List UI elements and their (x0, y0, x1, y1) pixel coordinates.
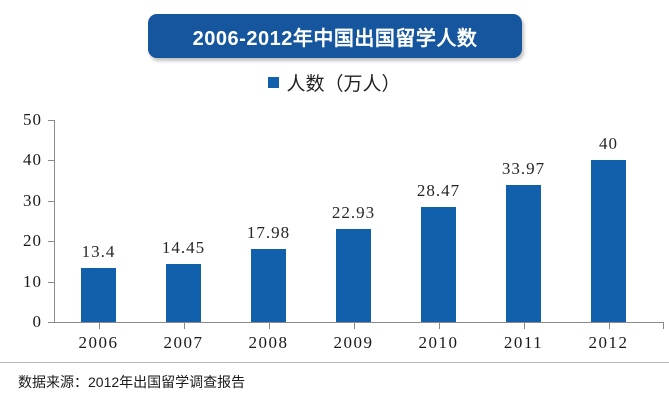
source-note: 数据来源：2012年出国留学调查报告 (18, 374, 246, 390)
chart-legend: 人数（万人） (0, 68, 669, 96)
x-axis-tick (663, 322, 664, 329)
x-axis-label-2008: 2008 (248, 333, 289, 352)
y-axis-tick-label: 40 (23, 150, 42, 170)
footer-divider (0, 362, 669, 363)
y-axis-tick (48, 160, 55, 162)
bar-2009 (336, 229, 371, 322)
x-axis-line (54, 322, 664, 323)
bar-2007 (166, 263, 201, 322)
legend-swatch-icon (268, 76, 280, 88)
bar-2008 (251, 249, 286, 322)
y-axis-tick (48, 241, 55, 243)
y-axis-tick-label: 20 (23, 231, 42, 251)
y-axis-tick (48, 120, 55, 121)
bar-value-label: 14.45 (161, 237, 206, 257)
bar-2012 (591, 160, 626, 322)
x-axis-tick (439, 322, 440, 329)
x-axis-tick (99, 322, 100, 329)
bar-2006 (81, 267, 116, 322)
y-axis-tick-label: 0 (32, 312, 42, 331)
x-axis-label-2009: 2009 (333, 333, 374, 352)
y-axis-tick-label: 10 (23, 271, 42, 291)
bar-value-label: 28.47 (416, 180, 461, 200)
bar-2011 (506, 184, 541, 322)
y-axis-tick (48, 200, 55, 202)
x-axis-label-2010: 2010 (418, 333, 459, 352)
x-axis-tick (269, 322, 270, 329)
x-axis-label-2007: 2007 (163, 333, 204, 352)
bar-value-label: 33.97 (501, 158, 546, 178)
bar-value-label: 13.4 (81, 241, 116, 261)
bar-value-label: 40 (599, 134, 618, 154)
bar-2010 (421, 206, 456, 322)
x-axis-tick (354, 322, 355, 329)
legend-label: 人数（万人） (286, 73, 401, 95)
y-axis-tick-label: 30 (23, 190, 42, 210)
y-axis-tick (48, 281, 55, 283)
page-title: 2006-2012年中国出国留学人数 (192, 27, 478, 50)
y-axis-line (54, 120, 55, 323)
x-axis-label-2012: 2012 (588, 333, 629, 352)
x-axis-tick (524, 322, 525, 329)
y-axis-tick (48, 322, 55, 323)
bar-value-label: 17.98 (246, 223, 291, 243)
bar-value-label: 22.93 (331, 203, 376, 223)
y-axis-tick-label: 50 (23, 110, 42, 129)
x-axis-tick (609, 322, 610, 329)
x-axis-label-2006: 2006 (78, 333, 119, 352)
x-axis-tick (184, 322, 185, 329)
x-axis-label-2011: 2011 (503, 333, 544, 352)
chart-title-banner: 2006-2012年中国出国留学人数 (148, 14, 522, 58)
